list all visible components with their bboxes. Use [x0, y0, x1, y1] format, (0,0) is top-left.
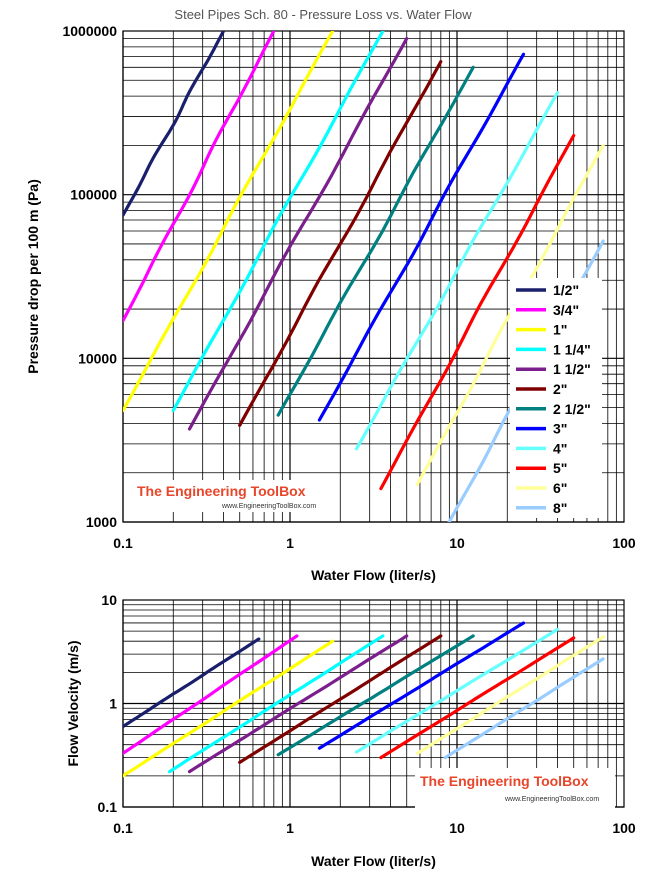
- x-tick-label: 10: [449, 535, 465, 551]
- series-lines: [123, 621, 605, 778]
- x-tick-label: 0.1: [113, 535, 133, 551]
- legend-label: 3": [553, 421, 567, 437]
- series-line-8: [354, 91, 560, 451]
- watermark-background: [415, 768, 615, 808]
- watermark-url: www.EngineeringToolBox.com: [504, 796, 599, 803]
- legend-label: 6": [553, 480, 567, 496]
- x-axis-label: Water Flow (liter/s): [311, 567, 436, 583]
- x-tick-label: 1: [286, 820, 294, 836]
- series-line-0: [123, 637, 261, 729]
- y-tick-label: 10: [101, 592, 117, 608]
- x-tick-label: 10: [449, 820, 465, 836]
- legend-label: 1 1/2": [553, 361, 591, 377]
- legend-label: 2": [553, 381, 567, 397]
- legend-item: 4": [516, 440, 567, 456]
- legend-item: 2 1/2": [516, 401, 591, 417]
- y-tick-label: 1000000: [62, 23, 117, 39]
- watermark-logo: The Engineering ToolBox: [420, 773, 589, 789]
- legend-item: 1 1/2": [516, 361, 591, 377]
- series-line-2: [123, 639, 335, 778]
- series-line-9: [379, 636, 576, 760]
- series-line-9: [379, 133, 576, 491]
- series-line-6: [276, 65, 475, 417]
- watermark-logo: The Engineering ToolBox: [137, 483, 306, 499]
- series-line-3: [168, 634, 385, 774]
- y-axis-label: Pressure drop per 100 m (Pa): [25, 179, 41, 374]
- plot-frame: [122, 599, 625, 808]
- series-line-1: [123, 31, 276, 323]
- legend-item: 3": [516, 421, 567, 437]
- series-lines: [123, 31, 605, 522]
- legend-item: 1 1/4": [516, 341, 591, 357]
- series-line-8: [354, 627, 560, 754]
- legend-label: 1": [553, 322, 567, 338]
- legend-item: 6": [516, 480, 567, 496]
- watermark-top: The Engineering ToolBox www.EngineeringT…: [132, 480, 332, 512]
- series-line-0: [123, 31, 226, 217]
- series-line-1: [123, 634, 299, 755]
- legend-label: 3/4": [553, 302, 579, 318]
- x-tick-label: 1: [286, 535, 294, 551]
- series-line-4: [187, 634, 409, 774]
- legend-label: 1 1/4": [553, 341, 591, 357]
- x-tick-label: 100: [612, 535, 636, 551]
- series-line-4: [187, 36, 409, 431]
- legend-item: 2": [516, 381, 567, 397]
- legend-item: 1/2": [516, 282, 579, 298]
- plot-frame: [122, 30, 625, 523]
- legend-item: 8": [516, 500, 567, 516]
- series-line-6: [276, 634, 475, 757]
- legend-item: 5": [516, 460, 567, 476]
- legend: 1/2" 3/4" 1" 1 1/4" 1 1/2" 2" 2 1/2" 3" 4" 5" 6" 8": [510, 278, 602, 518]
- series-line-5: [238, 60, 443, 427]
- legend-label: 8": [553, 500, 567, 516]
- legend-label: 5": [553, 460, 567, 476]
- y-tick-label: 1000: [86, 514, 117, 530]
- y-tick-label: 10000: [78, 350, 117, 366]
- y-axis-label: Flow Velocity (m/s): [65, 640, 81, 766]
- series-line-3: [171, 31, 385, 413]
- series-line-10: [415, 143, 605, 486]
- series-line-7: [317, 621, 526, 750]
- series-line-11: [443, 657, 605, 760]
- series-line-5: [238, 634, 443, 764]
- watermark-bottom: The Engineering ToolBox www.EngineeringT…: [415, 768, 615, 808]
- x-axis-label: Water Flow (liter/s): [311, 853, 436, 869]
- x-tick-label: 0.1: [113, 820, 133, 836]
- series-line-2: [123, 31, 335, 413]
- x-tick-label: 100: [612, 820, 636, 836]
- watermark-url: www.EngineeringToolBox.com: [221, 503, 316, 510]
- legend-background: [510, 278, 602, 518]
- series-line-7: [317, 52, 526, 422]
- legend-item: 1": [516, 322, 567, 338]
- series-line-10: [415, 635, 605, 755]
- legend-item: 3/4": [516, 302, 579, 318]
- y-tick-label: 0.1: [98, 799, 118, 815]
- legend-label: 1/2": [553, 282, 579, 298]
- legend-label: 2 1/2": [553, 401, 591, 417]
- legend-label: 4": [553, 440, 567, 456]
- velocity-plot: 0.1 1 10 100 0.1 1 10 Water Flow (liter/s) Flow …: [65, 592, 636, 869]
- y-tick-label: 1: [109, 696, 117, 712]
- watermark-background: [132, 480, 332, 512]
- chart-title: Steel Pipes Sch. 80 - Pressure Loss vs. …: [174, 7, 472, 22]
- y-tick-label: 100000: [70, 187, 117, 203]
